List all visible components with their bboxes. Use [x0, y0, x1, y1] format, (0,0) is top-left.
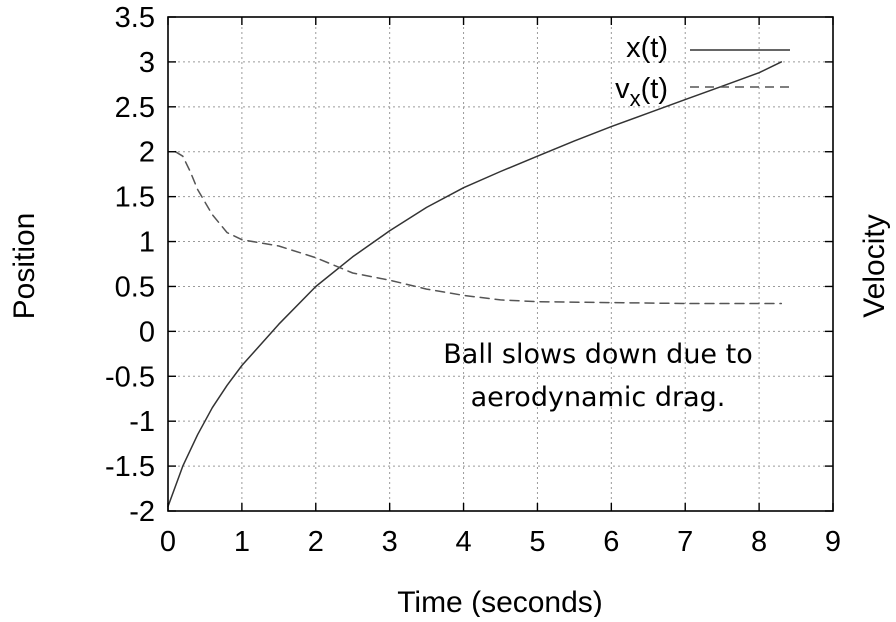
x-tick-label: 3	[382, 526, 398, 558]
x-tick-label: 7	[677, 526, 693, 558]
y-tick-label: -1	[129, 406, 155, 438]
y-tick-label: 0.5	[115, 271, 155, 303]
legend-label-vx-subscript: x	[630, 86, 641, 111]
annotation-line-1: Ball slows down due to	[443, 339, 752, 370]
y2-axis-label: Velocity	[858, 214, 891, 317]
x-tick-label: 8	[751, 526, 767, 558]
legend-label-vx-base: v	[615, 73, 630, 105]
legend-label-vx: vx(t)	[615, 73, 668, 111]
y-tick-label: 0	[139, 316, 155, 348]
grid-layer	[168, 17, 833, 511]
x-tick-label: 0	[160, 526, 176, 558]
x-axis-label: Time (seconds)	[397, 586, 603, 617]
series-line-position	[168, 62, 781, 507]
annotation-line-2: aerodynamic drag.	[471, 382, 726, 413]
x-tick-label: 4	[455, 526, 471, 558]
y-tick-label: 3	[139, 47, 155, 79]
plot-frame	[168, 17, 833, 511]
x-tick-label: 6	[603, 526, 619, 558]
y-tick-label: -0.5	[105, 361, 155, 393]
x-tick-label: 1	[234, 526, 250, 558]
legend: x(t) vx(t)	[615, 32, 790, 111]
y-tick-label: -1.5	[105, 451, 155, 483]
legend-label-x: x(t)	[626, 32, 668, 64]
legend-label-vx-suffix: (t)	[641, 73, 668, 105]
series-line-velocity	[175, 152, 781, 304]
y-tick-label: 2.5	[115, 92, 155, 124]
tick-layer: 0 1 2 3 4 5 6 7 8 9 -2 -1.5 -1 -0.5 0 0.5 1 1.5 2 2.5 3 3.5	[105, 2, 841, 558]
x-tick-label: 2	[308, 526, 324, 558]
y-tick-label: -2	[129, 496, 155, 528]
x-tick-label: 5	[529, 526, 545, 558]
x-tick-label: 9	[825, 526, 841, 558]
y-tick-label: 3.5	[115, 2, 155, 34]
series-layer	[168, 62, 781, 507]
y-tick-label: 2	[139, 137, 155, 169]
y-tick-label: 1	[139, 227, 155, 259]
y-axis-label: Position	[8, 213, 41, 320]
y-tick-label: 1.5	[115, 182, 155, 214]
